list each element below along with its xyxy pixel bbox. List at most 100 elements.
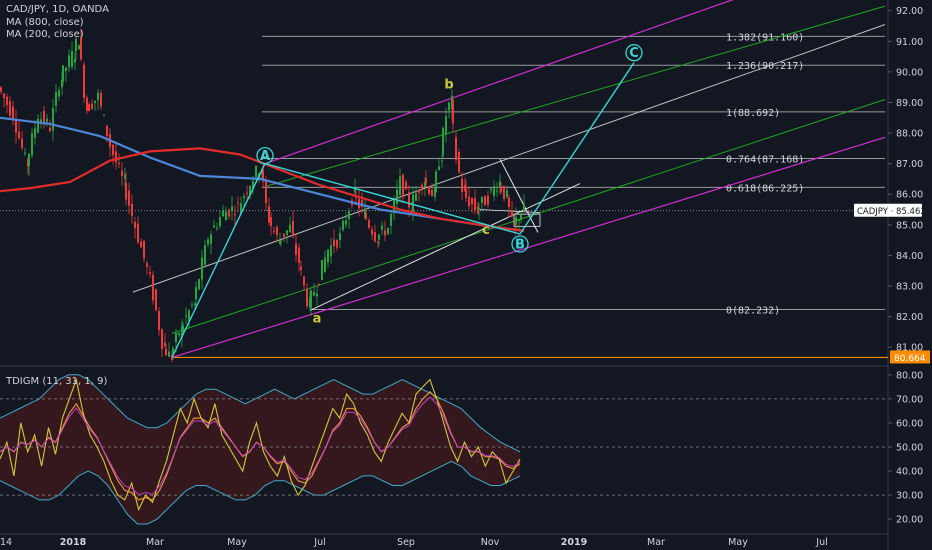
- candle-body: [18, 131, 20, 139]
- time-axis-label: 2018: [60, 537, 87, 548]
- fib-level-label: 0.618(86.225): [726, 183, 804, 194]
- candle-body: [125, 182, 127, 200]
- candle-body: [213, 225, 215, 228]
- candle-body: [9, 101, 11, 116]
- wave-circle-c: [625, 44, 643, 62]
- candle-body: [441, 160, 443, 162]
- candle-body: [342, 221, 344, 230]
- wedge-lower-line: [309, 183, 581, 311]
- candle-body: [455, 137, 457, 160]
- channel-mid-line: [132, 23, 886, 293]
- candle-body: [283, 233, 285, 237]
- candle-body: [393, 199, 395, 214]
- candle-body: [384, 230, 386, 236]
- wave-annotations[interactable]: A B Ca b c: [171, 44, 643, 358]
- time-axis-label: Nov: [481, 537, 500, 548]
- candle-body: [195, 287, 197, 300]
- price-channels[interactable]: [132, 0, 886, 359]
- candle-body: [78, 45, 80, 50]
- candle-body: [210, 234, 212, 244]
- candle-body: [168, 351, 170, 357]
- candle-body: [225, 211, 227, 221]
- price-axis-label: 82.00: [896, 312, 923, 323]
- candle-body: [97, 92, 99, 101]
- indicator-pane: [0, 374, 888, 525]
- candle-body: [201, 257, 203, 280]
- candle-body: [511, 210, 513, 217]
- candle-body: [204, 244, 206, 265]
- candle-body: [515, 217, 517, 226]
- candle-body: [121, 170, 123, 177]
- candle-body: [155, 289, 157, 310]
- indicator-axis-label: 30.00: [896, 491, 923, 502]
- candle-body: [31, 133, 33, 156]
- candle-body: [279, 240, 281, 245]
- candle-body: [396, 189, 398, 204]
- candle-body: [318, 283, 320, 285]
- candle-body: [106, 125, 108, 137]
- candle-body: [499, 181, 501, 188]
- candle-body: [86, 97, 88, 111]
- candle-body: [487, 195, 489, 205]
- candle-body: [273, 231, 275, 233]
- candle-body: [381, 225, 383, 230]
- wedge-upper-line: [499, 158, 539, 233]
- candle-body: [364, 208, 366, 218]
- candle-body: [52, 108, 54, 131]
- candle-body: [348, 211, 350, 220]
- time-axis-label: May: [728, 537, 748, 548]
- wave-label-c: c: [482, 223, 490, 238]
- candle-body: [15, 119, 17, 133]
- candle-body: [37, 118, 39, 133]
- candle-body: [94, 100, 96, 103]
- candle-body: [313, 292, 315, 296]
- candle-body: [237, 202, 239, 204]
- price-axis-label: 92.00: [896, 6, 923, 17]
- candle-body: [452, 99, 454, 124]
- candle-body: [471, 198, 473, 205]
- candle-body: [149, 272, 151, 274]
- candle-body: [49, 127, 51, 131]
- price-axis-label: 81.00: [896, 343, 923, 354]
- fib-level-label: 0.764(87.168): [726, 155, 804, 166]
- time-axis-label: Mar: [146, 537, 164, 548]
- candle-body: [262, 169, 264, 182]
- candle-body: [428, 186, 430, 194]
- fib-level-label: 1(88.692): [726, 108, 780, 119]
- candle-body: [88, 104, 90, 112]
- candle-body: [295, 243, 297, 255]
- candle-body: [435, 171, 437, 192]
- candle-body: [55, 92, 57, 106]
- candle-body: [34, 128, 36, 138]
- price-axis-label: 89.00: [896, 98, 923, 109]
- indicator-title: TDIGM (11, 31, 1, 9): [6, 376, 108, 387]
- candle-body: [216, 227, 218, 229]
- price-axis-label: 85.00: [896, 220, 923, 231]
- candle-body: [461, 178, 463, 193]
- candle-body: [496, 190, 498, 192]
- candle-body: [83, 64, 85, 98]
- axes: 81.00 82.00 83.00 84.00 85.00 86.00 87.00 88.00…: [0, 6, 930, 548]
- price-axis-label: 91.00: [896, 37, 923, 48]
- candle-body: [268, 206, 270, 223]
- candle-body: [3, 93, 5, 99]
- candle-body: [448, 102, 450, 111]
- candle-body: [255, 166, 257, 177]
- indicator-axis-label: 40.00: [896, 467, 923, 478]
- candle-body: [219, 217, 221, 227]
- candle-body: [390, 214, 392, 226]
- candle-body: [43, 110, 45, 124]
- price-axis-label: 88.00: [896, 129, 923, 140]
- candle-body: [240, 203, 242, 214]
- candle-body: [477, 206, 479, 214]
- time-axis-label: May: [227, 537, 247, 548]
- candle-body: [336, 240, 338, 248]
- candle-body: [152, 274, 154, 301]
- candle-body: [321, 260, 323, 280]
- candle-body: [62, 65, 64, 82]
- grid-layer: [0, 0, 889, 550]
- wave-label-A: A: [260, 149, 270, 164]
- candle-body: [207, 239, 209, 245]
- time-axis-label: Jul: [313, 537, 325, 548]
